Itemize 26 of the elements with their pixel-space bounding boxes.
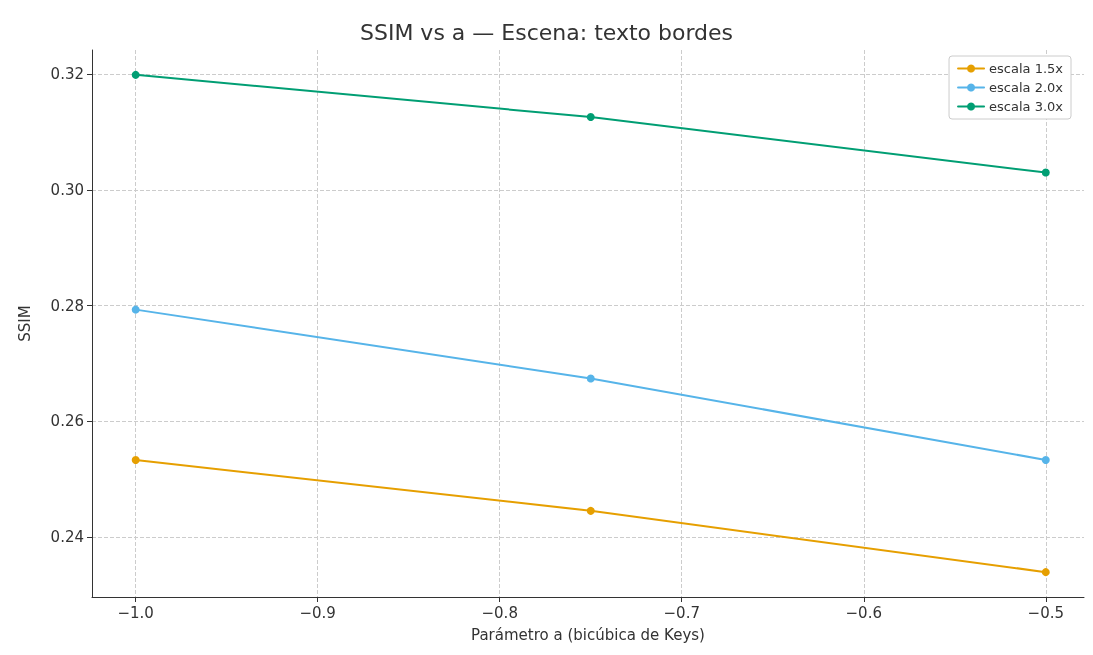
legend-label: escala 3.0x: [989, 99, 1064, 114]
y-tick-label: 0.26: [50, 412, 84, 431]
y-tick-label: 0.32: [50, 65, 84, 84]
legend-label: escala 2.0x: [989, 80, 1064, 95]
point: [1041, 168, 1050, 177]
x-tick-label: −0.7: [663, 603, 700, 622]
point: [131, 305, 140, 314]
x-tick-label: −0.6: [845, 603, 882, 622]
point: [586, 113, 595, 122]
y-tick-label: 0.28: [50, 296, 84, 315]
x-axis-title: Parámetro a (bicúbica de Keys): [471, 625, 705, 644]
point: [586, 374, 595, 383]
chart-title: SSIM vs a — Escena: texto bordes: [359, 19, 734, 45]
point: [1041, 568, 1050, 577]
x-tick-label: −1.0: [117, 603, 154, 622]
point: [131, 70, 140, 79]
y-tick-label: 0.30: [50, 180, 84, 199]
y-tick-label: 0.24: [50, 527, 84, 546]
point: [131, 455, 140, 464]
x-tick-label: −0.8: [481, 603, 518, 622]
point: [1041, 455, 1050, 464]
x-tick-label: −0.5: [1027, 603, 1064, 622]
legend-label: escala 1.5x: [989, 61, 1064, 76]
x-tick-label: −0.9: [299, 603, 336, 622]
y-axis-title: SSIM: [15, 305, 34, 342]
point: [586, 506, 595, 515]
